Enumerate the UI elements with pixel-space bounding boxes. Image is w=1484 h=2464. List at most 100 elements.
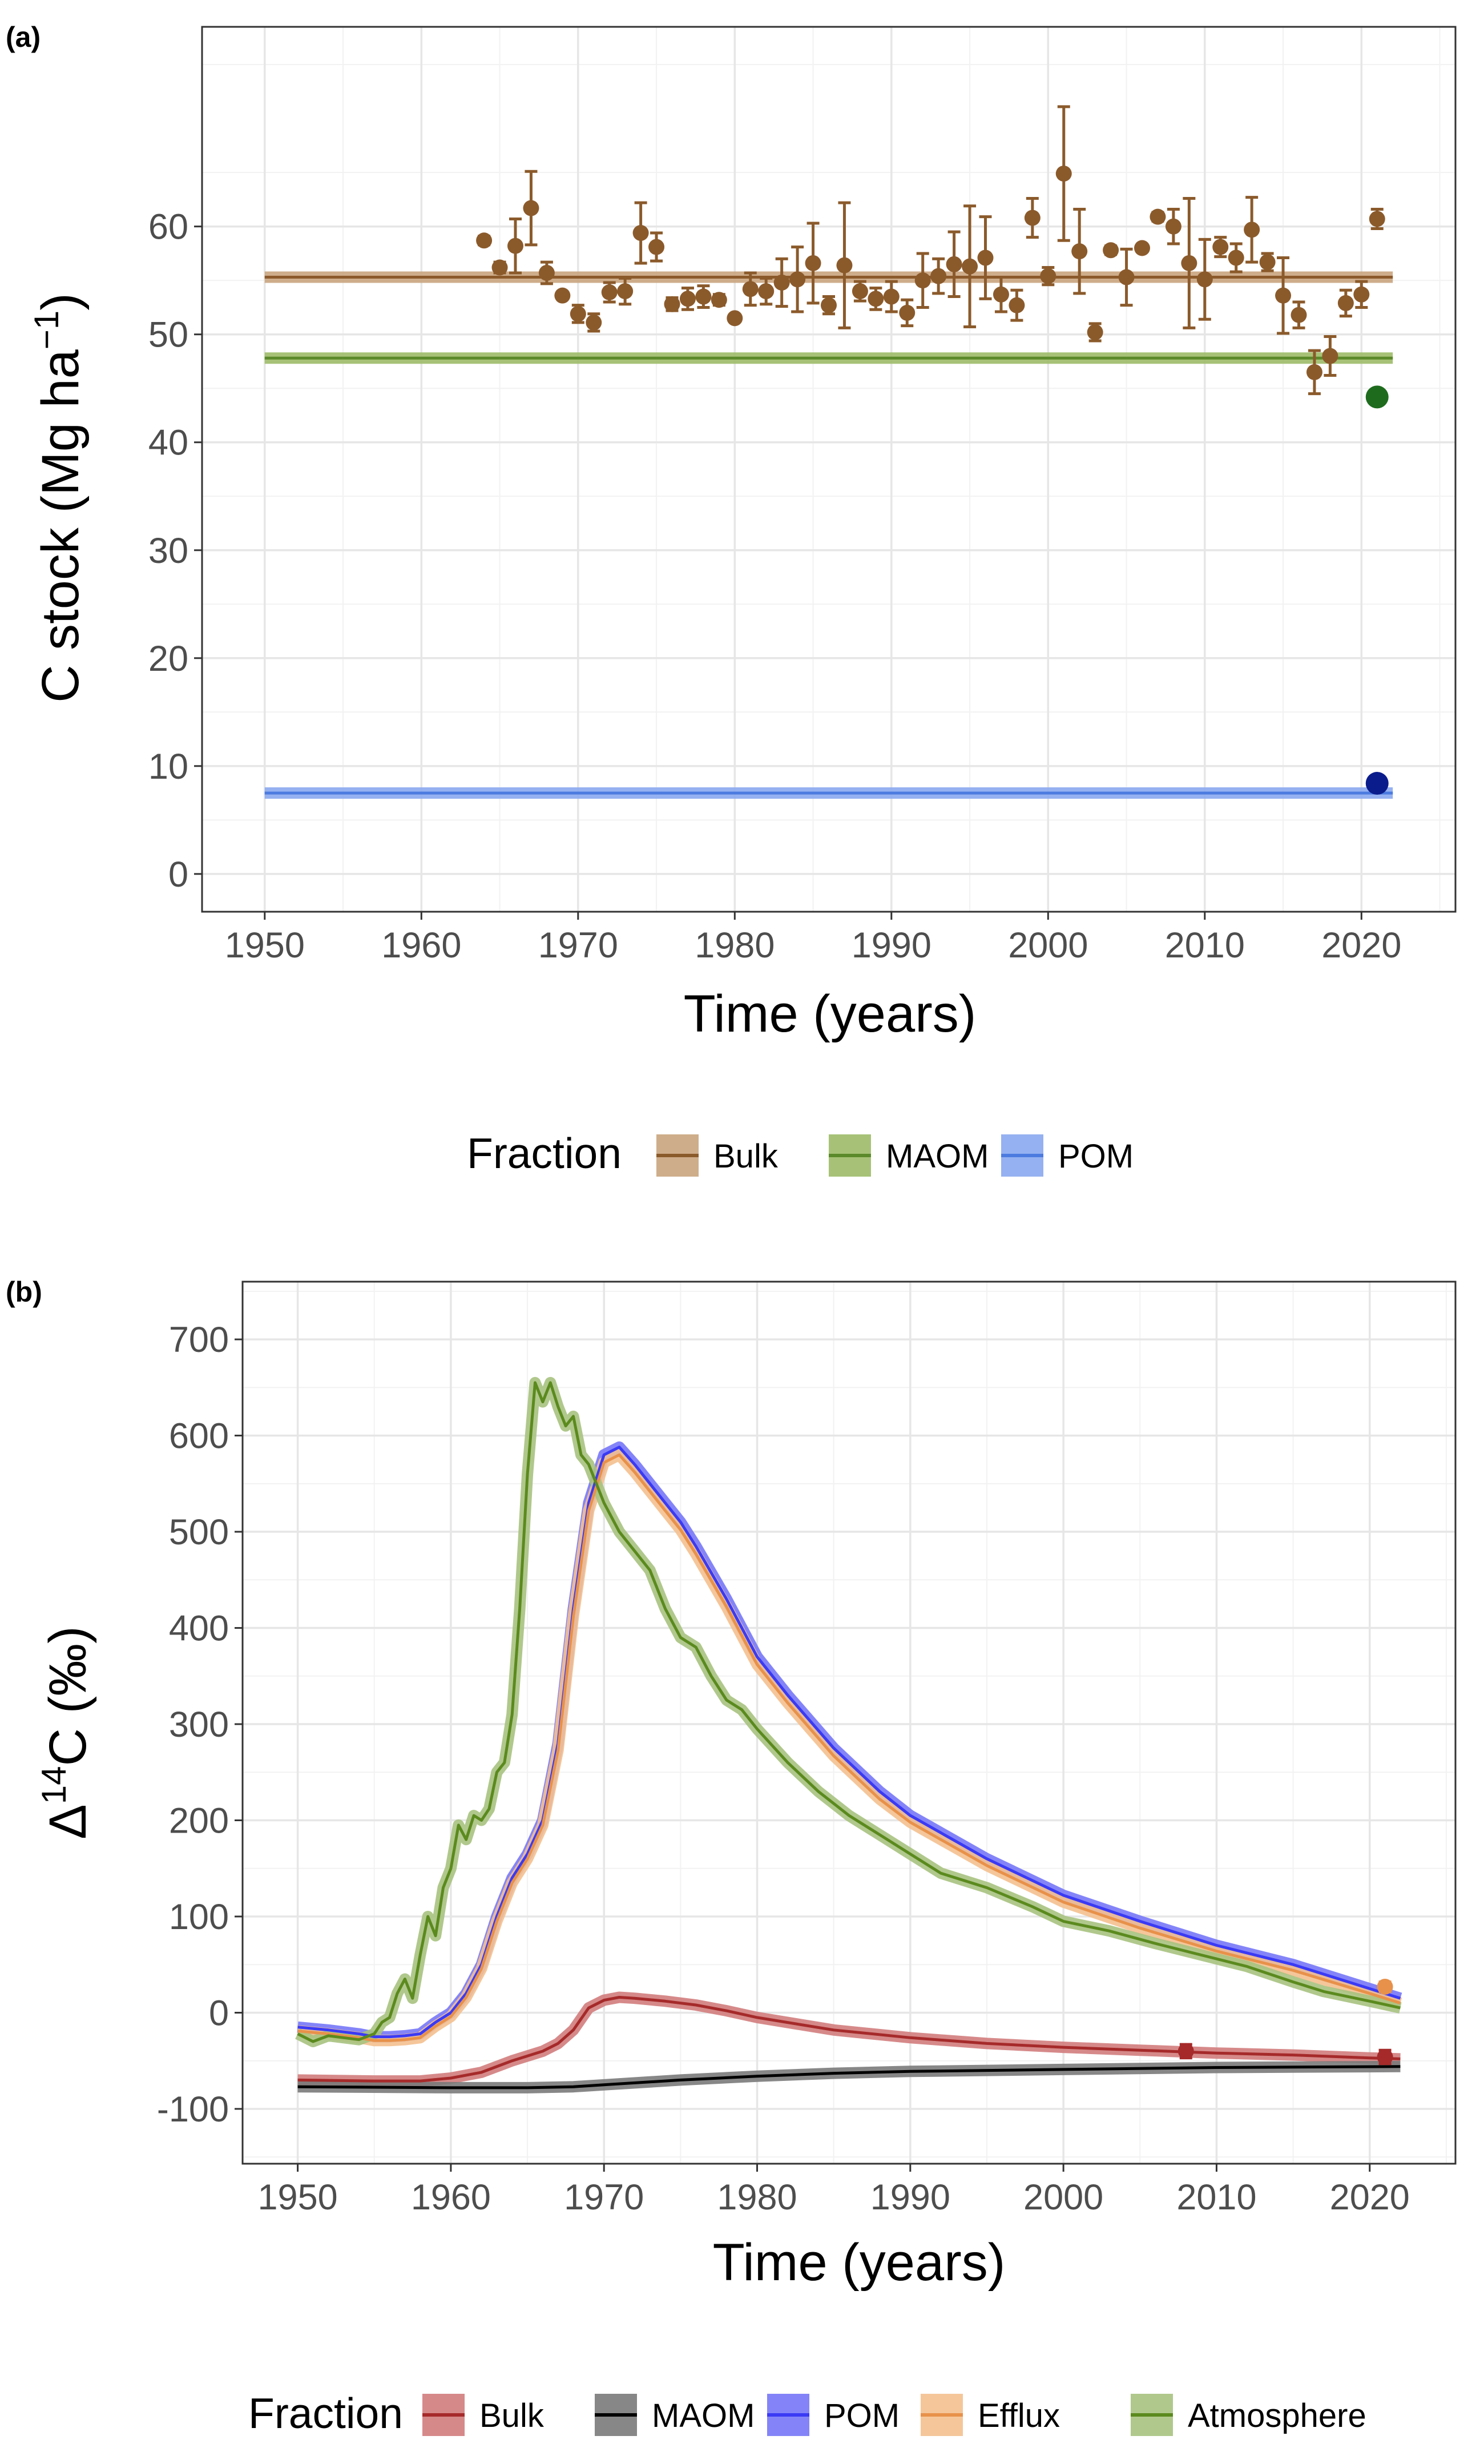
observation-point	[1181, 255, 1197, 271]
y-tick-label: 60	[148, 207, 188, 247]
observation-point	[476, 232, 493, 249]
x-tick-label: 1980	[695, 925, 775, 965]
measured-point	[1365, 385, 1389, 409]
observation-point	[664, 296, 680, 312]
panel-label-b: (b)	[6, 1276, 42, 1308]
observation-point	[601, 284, 618, 300]
y-tick-label: 300	[169, 1705, 229, 1745]
x-tick-label: 1990	[870, 2177, 950, 2217]
x-tick-label: 2000	[1008, 925, 1088, 965]
observation-point	[523, 200, 539, 216]
observation-point	[993, 286, 1009, 303]
panel-b-chart: (b) -100 0 100 200 300 400 500 600 700 1950 1960 19…	[6, 1276, 1457, 2437]
x-tick-label: 1980	[717, 2177, 797, 2217]
observation-point	[711, 292, 727, 308]
x-tick-label: 1950	[258, 2177, 338, 2217]
y-tick-label: 600	[169, 1416, 229, 1456]
x-tick-label: 2000	[1023, 2177, 1103, 2217]
y-axis-title-b: Δ14C (‰)	[35, 1626, 97, 1839]
legend-label-maom: MAOM	[652, 2397, 755, 2434]
observation-point	[899, 304, 916, 321]
legend-label-atmosphere: Atmosphere	[1188, 2397, 1366, 2434]
observation-point	[758, 283, 775, 300]
observation-point	[695, 288, 712, 305]
panel-label-a: (a)	[6, 21, 41, 53]
y-tick-label: 0	[209, 1993, 229, 2033]
y-tick-label: -100	[157, 2089, 229, 2129]
plot-border-a	[201, 26, 1457, 913]
observation-point	[491, 259, 508, 276]
observation-point	[632, 225, 649, 241]
observation-point	[1071, 243, 1088, 260]
observation-point	[1087, 324, 1103, 340]
observation-point	[1228, 249, 1244, 266]
y-tick-label: 200	[169, 1801, 229, 1841]
x-axis-title-b: Time (years)	[713, 2233, 1006, 2292]
x-axis-title-a: Time (years)	[684, 985, 977, 1043]
observation-point	[1377, 2048, 1393, 2065]
y-axis-title-a-close: )	[31, 293, 90, 311]
observation-point	[1259, 254, 1276, 271]
y-tick-label: 20	[148, 639, 188, 679]
observation-point	[930, 268, 947, 284]
measured-point	[1365, 772, 1389, 795]
y-axis-title-a-main: C stock (Mg ha	[31, 349, 90, 702]
y-axis-title-a: C stock (Mg ha−1)	[27, 293, 90, 703]
observation-point	[1306, 364, 1322, 380]
observation-point	[1118, 269, 1135, 285]
y-tick-label: 400	[169, 1609, 229, 1649]
y-axis-title-b-main: C (‰)	[39, 1626, 97, 1766]
observation-point	[773, 274, 790, 291]
observation-point	[1165, 218, 1181, 235]
x-tick-label: 2020	[1330, 2177, 1410, 2217]
observation-point	[1103, 242, 1119, 259]
axes-b: -100 0 100 200 300 400 500 600 700 1950 1960 1970 19…	[157, 1320, 1410, 2217]
observation-point	[1009, 297, 1025, 313]
y-axis-title-b-prefix: Δ	[39, 1804, 97, 1839]
observation-point	[648, 239, 665, 255]
observation-point	[538, 264, 555, 281]
observation-point	[1275, 287, 1292, 304]
x-tick-label: 1950	[225, 925, 305, 965]
axes-a: 0 10 20 30 40 50 60 1950 1960 1970 1980 1990 2000 201…	[148, 207, 1401, 965]
observation-point	[1040, 268, 1056, 284]
observation-point	[554, 287, 571, 304]
observation-point	[789, 271, 806, 288]
legend-b: Fraction Bulk MAOM POM Efflux Atmosphere	[248, 2389, 1366, 2437]
observation-point	[1291, 307, 1307, 323]
observation-point	[1024, 210, 1041, 226]
y-tick-label: 500	[169, 1512, 229, 1552]
y-tick-label: 50	[148, 315, 188, 355]
observation-point	[1150, 208, 1166, 225]
observation-point	[914, 272, 931, 289]
observation-point	[1134, 240, 1150, 256]
observation-point	[868, 291, 884, 307]
series-line-efflux	[297, 1453, 1401, 2042]
legend-label-pom: POM	[824, 2397, 900, 2434]
y-axis-title-a-superscript: −1	[27, 311, 66, 349]
observation-point	[1244, 222, 1260, 238]
panel-a-chart: (a) 0 10 20 30 40 50 60 1950 1960 1970 1980 1990 200…	[6, 21, 1457, 1177]
observation-point	[742, 281, 759, 297]
observation-point	[679, 291, 696, 307]
legend-title-a: Fraction	[467, 1129, 622, 1177]
x-tick-label: 1970	[564, 2177, 644, 2217]
x-tick-label: 1960	[381, 925, 461, 965]
x-tick-label: 2010	[1176, 2177, 1256, 2217]
series-line-atmosphere	[297, 1381, 1401, 2043]
legend-label-bulk: Bulk	[479, 2397, 545, 2434]
observation-point	[852, 283, 868, 300]
legend-label-maom: MAOM	[886, 1138, 989, 1175]
legend-label-pom: POM	[1058, 1138, 1134, 1175]
observation-point	[946, 256, 962, 272]
observation-point	[883, 288, 900, 305]
observation-point	[1322, 348, 1338, 364]
observation-point	[1377, 1978, 1393, 1995]
x-tick-label: 2020	[1321, 925, 1401, 965]
series-line-pom	[297, 1446, 1401, 2039]
observation-point	[586, 314, 602, 331]
legend-a: Fraction Bulk MAOM POM	[467, 1129, 1134, 1177]
legend-title-b: Fraction	[248, 2389, 403, 2437]
y-axis-title-b-superscript: 14	[35, 1766, 73, 1805]
